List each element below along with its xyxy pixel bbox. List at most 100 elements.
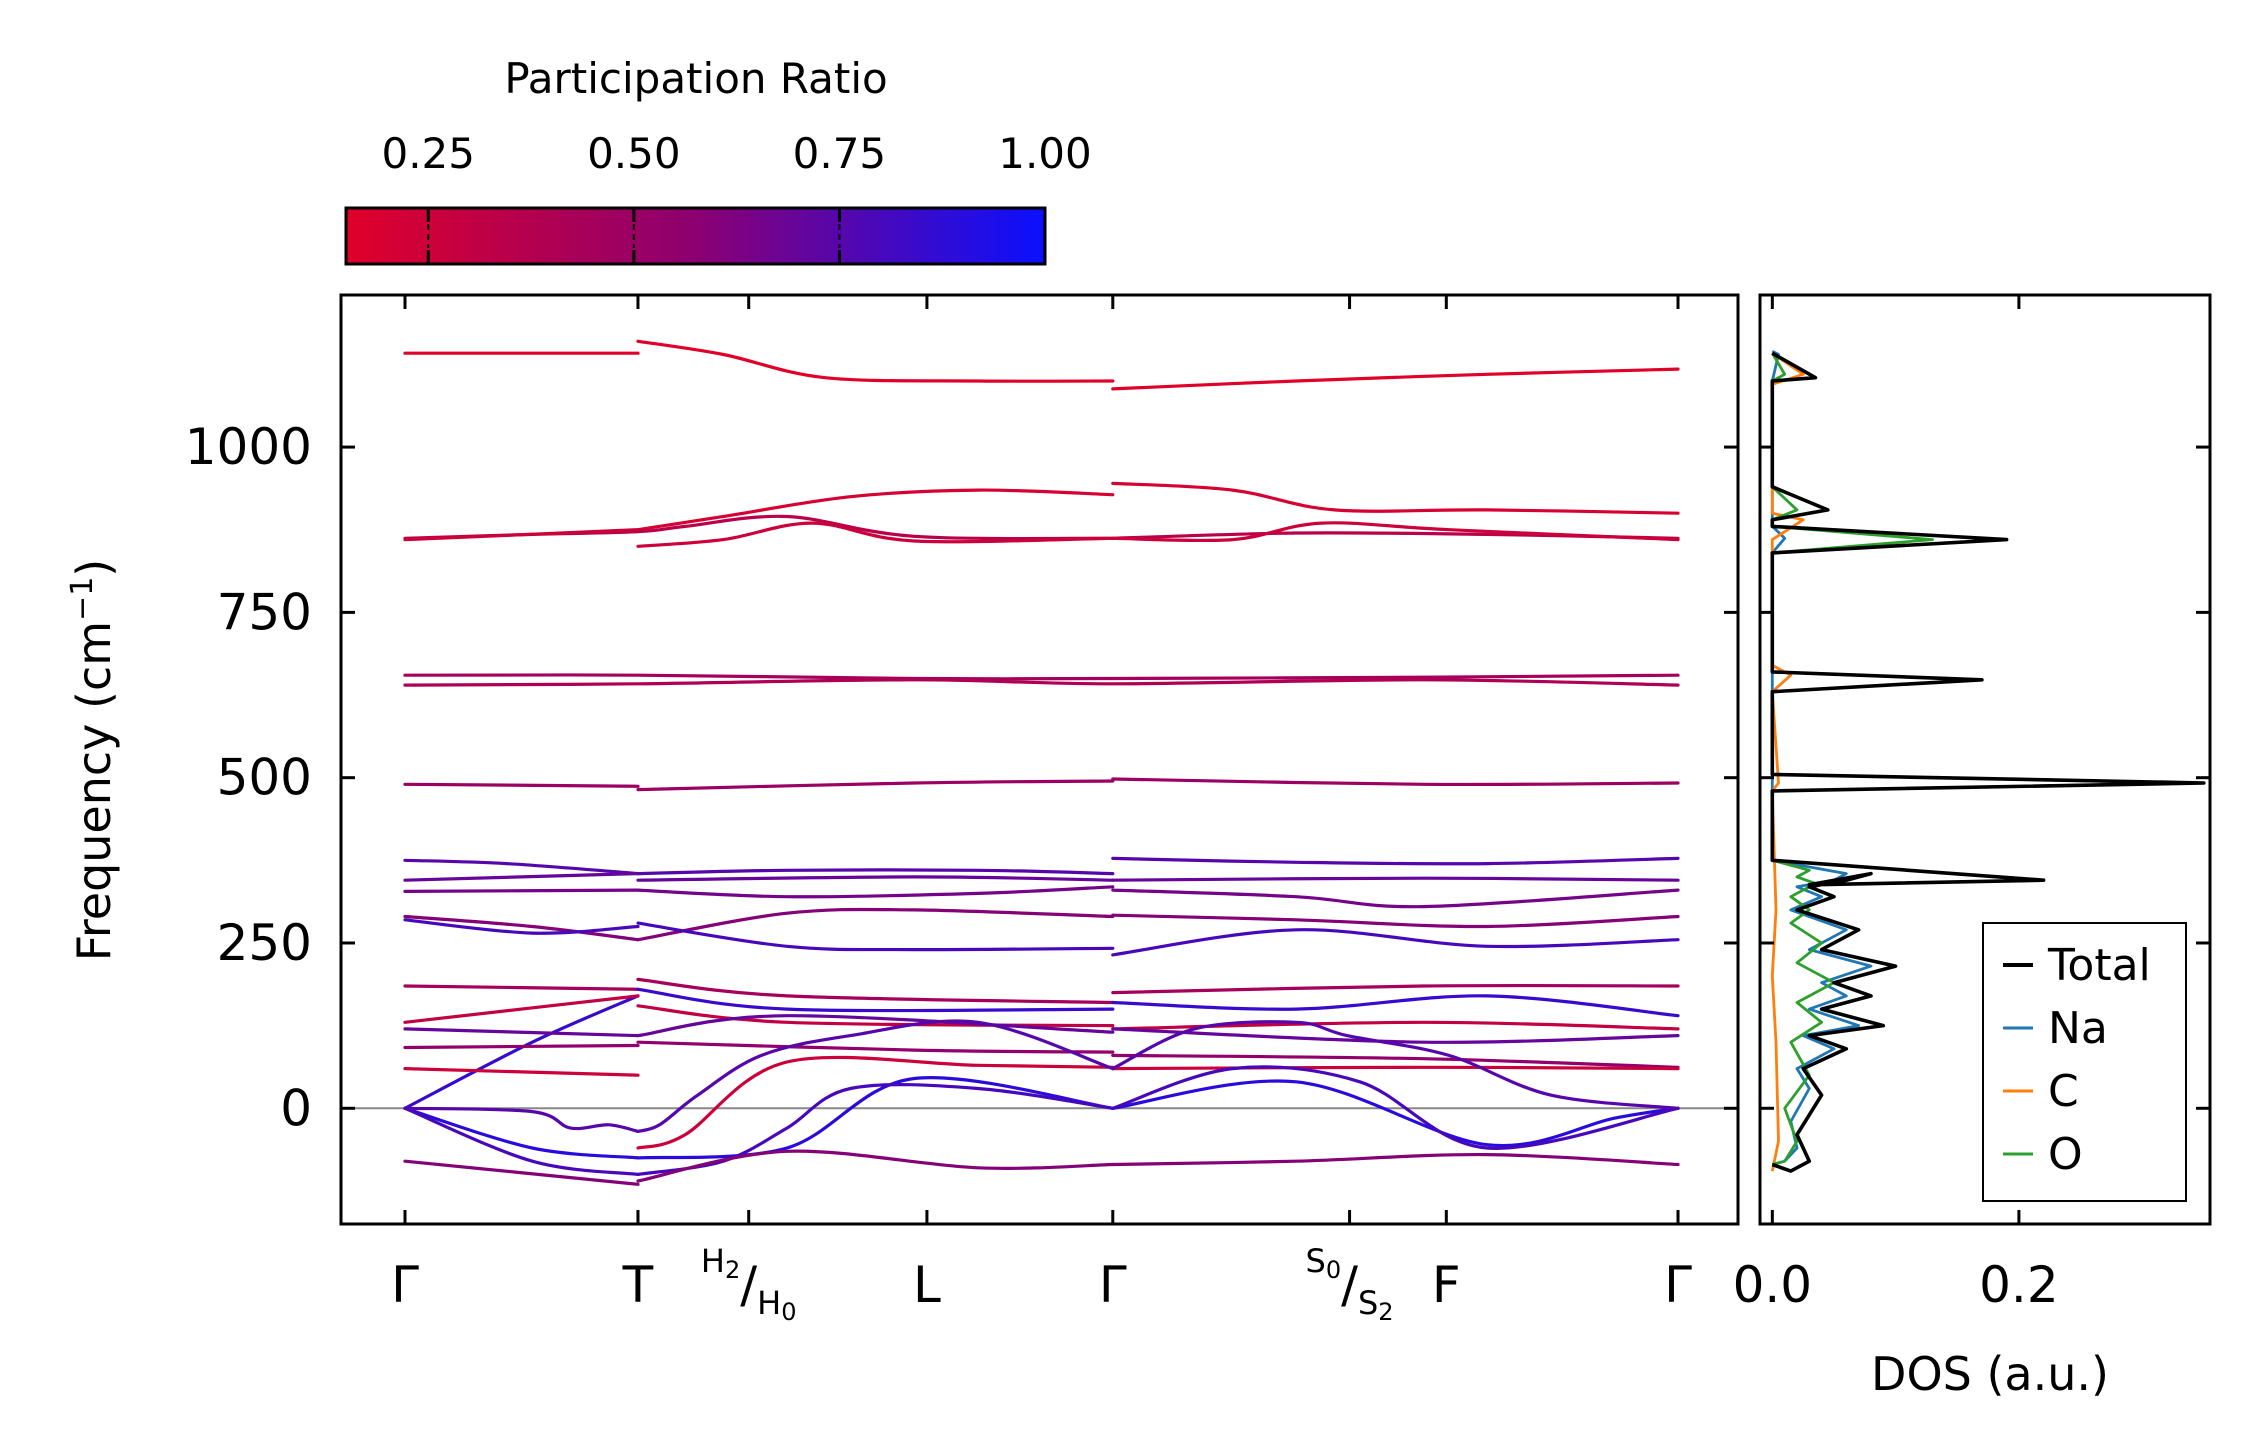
band-line (636, 521, 1115, 548)
band-line (403, 1106, 640, 1176)
band-line (403, 918, 640, 935)
colorbar-tick-label: 1.00 (998, 129, 1092, 178)
band-line (1111, 1020, 1680, 1110)
band-line (403, 1043, 640, 1050)
x-ticks: Γ T H2/H0 L Γ S0/S2 F Γ (391, 295, 1692, 1326)
band-line (403, 994, 640, 1110)
series-band-8 (403, 856, 1680, 876)
dos-panel: 0.0 0.2 DOS (a.u.) Total Na CO (1733, 293, 2212, 1401)
phonon-bands (403, 339, 1680, 1186)
colorbar-label: Participation Ratio (504, 54, 887, 103)
band-line (636, 977, 1115, 1005)
band-line (1111, 1065, 1680, 1071)
series-band-14 (403, 987, 1680, 1110)
series-band-1 (403, 339, 1680, 391)
band-line (636, 1055, 1115, 1150)
x-tick-label: Γ (1664, 1256, 1692, 1314)
series-band-3 (403, 514, 1680, 541)
series-band-5 (403, 673, 1680, 681)
band-line (1111, 777, 1680, 787)
dos-x-tick-label: 0.0 (1733, 1256, 1813, 1314)
x-tick-label: L (913, 1256, 941, 1314)
colorbar-tick-label: 0.50 (587, 129, 681, 178)
band-line (636, 1040, 1115, 1054)
band-line (403, 673, 1680, 681)
series-band-21 (403, 1149, 1680, 1186)
series-band-10 (403, 885, 1680, 909)
band-line (636, 339, 1115, 383)
legend: Total Na CO (1982, 922, 2187, 1202)
y-axis-label: Frequency (cm−1) (65, 559, 121, 962)
band-line (1111, 856, 1680, 866)
band-line (403, 1106, 640, 1160)
dos-series-na (1770, 349, 1873, 1166)
band-line (403, 528, 640, 542)
colorbar: Participation Ratio 0.25 0.50 0.75 1.00 (344, 54, 1092, 266)
band-line (1111, 1053, 1680, 1069)
y-tick-label: 250 (217, 914, 312, 972)
series-band-2 (636, 481, 1680, 532)
y-tick-label: 500 (217, 749, 312, 807)
x-tick-label: Γ (391, 1256, 419, 1314)
band-line (403, 914, 640, 942)
series-band-13 (403, 977, 1680, 1005)
band-line (1111, 367, 1680, 391)
series-band-7 (403, 777, 1680, 792)
band-line (403, 678, 1680, 687)
x-tick-label: H2/H0 (701, 1242, 797, 1326)
band-line (1111, 521, 1680, 543)
dos-x-tick-label: 0.2 (1979, 1256, 2059, 1314)
series-band-12 (403, 918, 1680, 957)
legend-label: O (2048, 1129, 2083, 1180)
band-line (403, 1067, 640, 1077)
colorbar-ticks (426, 208, 841, 264)
colorbar-tick-label: 0.25 (381, 129, 475, 178)
legend-label: Total (2047, 940, 2151, 991)
dos-series-c (1770, 352, 1805, 1172)
band-line (1111, 1027, 1680, 1044)
band-line (1111, 888, 1680, 909)
band-line (403, 1159, 640, 1186)
band-line (636, 875, 1115, 882)
series-band-16 (403, 1014, 1680, 1044)
band-line (403, 872, 640, 882)
series-band-11 (403, 907, 1680, 942)
band-line (403, 888, 640, 893)
band-line (403, 858, 640, 876)
series-band-4 (403, 521, 1680, 548)
band-line (636, 1149, 1115, 1183)
series-band-6 (403, 678, 1680, 687)
band-line (636, 885, 1115, 899)
band-line (1111, 1020, 1680, 1031)
band-line (636, 1014, 1115, 1038)
colorbar-tick-labels: 0.25 0.50 0.75 1.00 (381, 129, 1091, 178)
band-line (636, 907, 1115, 942)
band-line (636, 488, 1115, 532)
band-line (1111, 1152, 1680, 1167)
legend-label: Na (2048, 1003, 2108, 1054)
dos-ticks: 0.0 0.2 (1733, 295, 2210, 1314)
dos-curves (1770, 349, 2206, 1173)
x-tick-label: Γ (1099, 1256, 1127, 1314)
band-axes-frame (339, 293, 1740, 1226)
band-line (636, 987, 1115, 1013)
band-line (1111, 1065, 1680, 1150)
band-line (636, 921, 1115, 952)
legend-label: C (2048, 1066, 2079, 1117)
band-line (1111, 1079, 1680, 1148)
series-band-19 (403, 1076, 1680, 1160)
band-line (636, 779, 1115, 792)
x-tick-label: T (622, 1256, 654, 1314)
x-tick-label: S0/S2 (1306, 1242, 1394, 1326)
dos-x-axis-label: DOS (a.u.) (1871, 1347, 2109, 1401)
band-line (403, 994, 640, 1024)
band-line (1111, 983, 1680, 995)
dos-series-total (1770, 351, 2206, 1173)
colorbar-tick-label: 0.75 (793, 129, 887, 178)
series-band-18 (403, 1055, 1680, 1150)
series-band-9 (403, 872, 1680, 882)
y-ticks: 0 250 500 750 1000 (185, 418, 1738, 1137)
y-tick-label: 0 (280, 1079, 312, 1137)
colorbar-gradient (344, 206, 1047, 266)
